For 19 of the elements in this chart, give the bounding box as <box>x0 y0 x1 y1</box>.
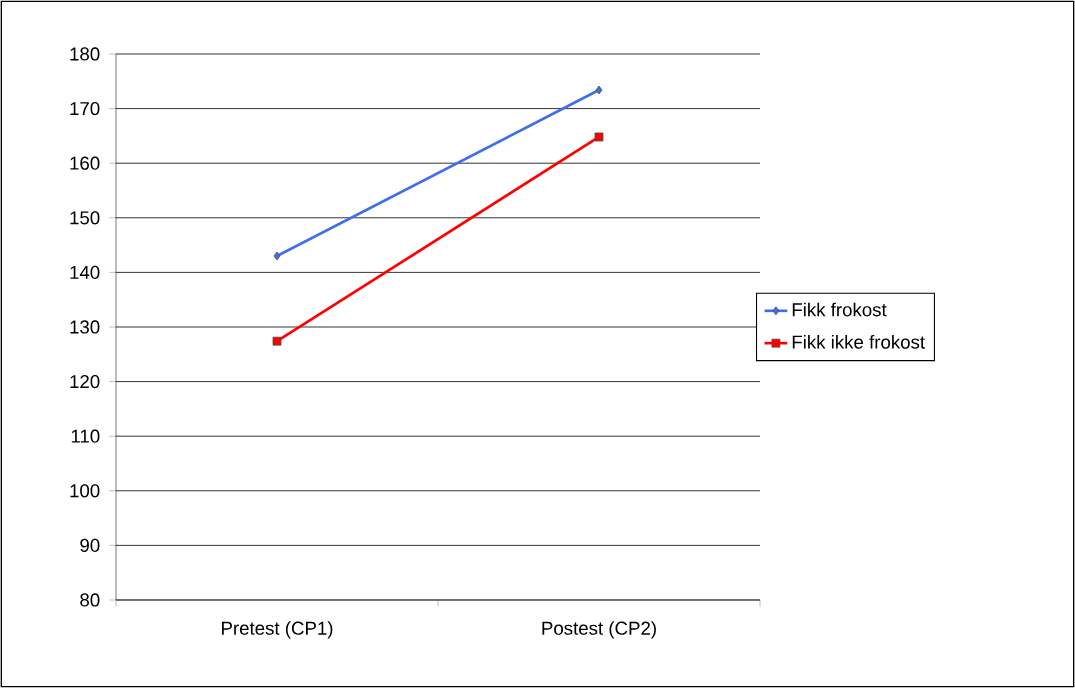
point <box>272 336 282 346</box>
x-tick-label: Postest (CP2) <box>542 621 656 639</box>
y-tick-label: 170 <box>70 101 100 116</box>
y-tick-label: 110 <box>71 429 100 443</box>
legend-label: Fikk ikke frokost <box>792 334 925 349</box>
y-tick-label: 80 <box>80 593 100 607</box>
x-tick-label: Pretest (CP1) <box>222 621 333 639</box>
point <box>273 251 281 261</box>
y-tick-label: 150 <box>70 211 100 225</box>
y-tick-label: 100 <box>70 484 100 498</box>
legend-label: Fikk frokost <box>792 302 887 317</box>
y-tick-label: 130 <box>70 320 100 334</box>
y-tick-label: 180 <box>70 47 100 61</box>
y-tick-label: 120 <box>70 374 100 389</box>
y-tick-label: 140 <box>70 265 100 279</box>
point <box>594 132 604 142</box>
point <box>595 85 603 95</box>
y-tick-label: 90 <box>80 538 100 552</box>
y-tick-label: 160 <box>70 156 100 170</box>
